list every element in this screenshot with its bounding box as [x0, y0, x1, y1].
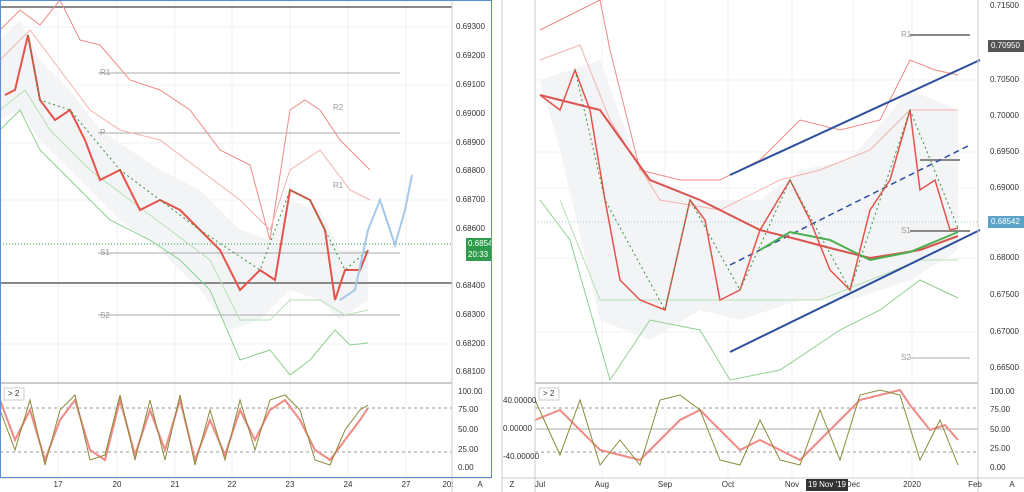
price-tick: 0.68200 [456, 339, 485, 348]
osc-tick: 25.00 [458, 445, 479, 454]
crosshair-date: 19 Nov '19 [808, 480, 847, 489]
price-tick: 0.68900 [456, 138, 485, 147]
pivot-label: S2 [901, 353, 911, 362]
price-tick: 0.66500 [990, 363, 1019, 372]
osc-tick: 50.00 [458, 425, 479, 434]
pivot-label: R1 [901, 30, 912, 39]
osc-left-tick: 40.00000 [503, 396, 537, 405]
lower-band [539, 199, 959, 382]
osc-tick: 75.00 [458, 405, 479, 414]
osc-tick: 100.00 [458, 387, 483, 396]
price-tick: 0.68800 [456, 166, 485, 175]
indicator-toggle[interactable] [538, 387, 560, 401]
osc-tick: 75.00 [990, 405, 1011, 414]
price-tick: 0.69300 [456, 22, 485, 31]
time-tick: 23 [286, 480, 295, 489]
price-series [574, 69, 959, 312]
current-price-box [466, 238, 492, 261]
current-price: 0.68542 [991, 217, 1020, 226]
scale-button[interactable]: Z [510, 480, 515, 489]
lower-band [0, 89, 369, 321]
selected-border [0, 0, 492, 478]
oscillator [534, 388, 959, 462]
pivot-label: R1 [333, 181, 344, 190]
high-price-box [988, 40, 1024, 52]
oscillator-signal [534, 389, 959, 467]
time-tick: 21 [171, 480, 180, 489]
current-price: 0.68544 [468, 239, 497, 248]
price-series [539, 67, 959, 312]
time-tick: 24 [344, 480, 353, 489]
time-tick: Aug [595, 480, 609, 489]
price-series [4, 34, 369, 301]
upper-band [539, 44, 958, 211]
price-tick: 0.67000 [990, 327, 1019, 336]
price-tick: 0.69000 [456, 109, 485, 118]
time-tick: 17 [54, 480, 63, 489]
time-tick: 22 [228, 480, 237, 489]
price-series [27, 34, 369, 271]
projection [339, 174, 413, 301]
time-tick: 2020 [903, 480, 921, 489]
time-tick: Oct [722, 480, 735, 489]
oscillator-signal [0, 394, 369, 466]
time-tick: 27 [402, 480, 411, 489]
osc-tick: 0.00 [458, 463, 474, 472]
price-tick: 0.70000 [990, 111, 1019, 120]
indicator-tag[interactable]: > 2 [543, 389, 555, 398]
price-tick: 0.70500 [990, 75, 1019, 84]
time-tick: Dec [846, 480, 860, 489]
band-fill [540, 60, 958, 340]
price-tick: 0.68600 [456, 224, 485, 233]
channel-line [729, 59, 981, 176]
osc-tick: 0.00 [990, 463, 1006, 472]
osc-left-tick: 0.00000 [503, 424, 532, 433]
price-tick: 0.68100 [456, 367, 485, 376]
pivot-label: R2 [333, 103, 344, 112]
pivot-label: R1 [100, 68, 111, 77]
high-price: 0.70950 [991, 41, 1020, 50]
time-tick: Nov [785, 480, 799, 489]
indicator-toggle[interactable] [3, 387, 25, 401]
price-tick: 0.68300 [456, 310, 485, 319]
price-tick: 0.68400 [456, 281, 485, 290]
price-tick: 0.71500 [990, 1, 1019, 10]
upper-band [0, 0, 371, 241]
time-tick: Sep [658, 480, 673, 489]
price-tick: 0.68700 [456, 195, 485, 204]
channel-line [729, 229, 981, 353]
osc-left-tick: -40.00000 [503, 452, 540, 461]
time-tick: 20: [442, 480, 453, 489]
indicator-tag[interactable]: > 2 [8, 389, 20, 398]
auto-button[interactable]: A [1009, 480, 1015, 489]
current-price-box [988, 216, 1024, 228]
crosshair-date-box [806, 479, 848, 491]
osc-tick: 50.00 [990, 425, 1011, 434]
left-chart[interactable]: 0.69300 0.69200 0.69100 0.69000 0.68900 … [0, 0, 497, 492]
countdown: 20:33 [468, 250, 489, 259]
right-chart[interactable]: 0.71500 0.70500 0.70000 0.69500 0.69000 … [501, 0, 1024, 492]
time-tick: Jul [535, 480, 545, 489]
pivot-label: P [100, 128, 105, 137]
time-tick: 20 [113, 480, 122, 489]
price-tick: 0.69000 [990, 183, 1019, 192]
price-tick: 0.69500 [990, 147, 1019, 156]
price-tick: 0.69100 [456, 80, 485, 89]
upper-band [0, 29, 371, 231]
osc-tick: 100.00 [990, 387, 1015, 396]
price-tick: 0.69200 [456, 51, 485, 60]
pivot-label: S1 [901, 226, 911, 235]
price-tick: 0.68000 [990, 253, 1019, 262]
auto-button[interactable]: A [477, 480, 483, 489]
lower-band [0, 109, 369, 376]
moving-average [759, 230, 959, 262]
pivot-label: S1 [100, 248, 110, 257]
pivot-label: S2 [100, 311, 110, 320]
price-tick: 0.67500 [990, 290, 1019, 299]
time-tick: Feb [968, 480, 982, 489]
osc-tick: 25.00 [990, 444, 1011, 453]
